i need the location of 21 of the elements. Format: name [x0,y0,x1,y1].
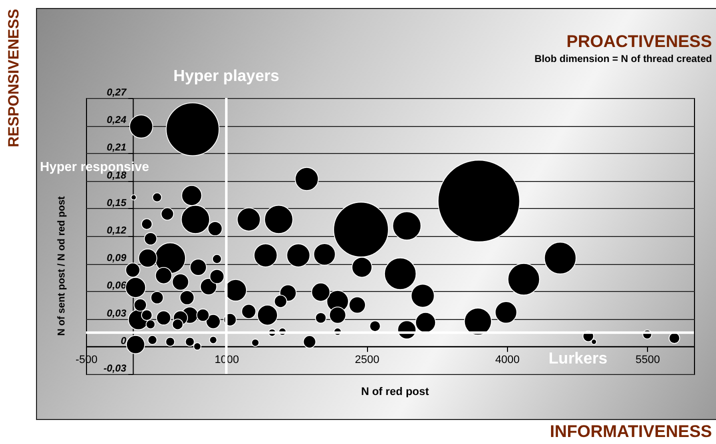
y-axis-title: N of sent post / N od red post [56,196,68,336]
y-tick-label: 0 [120,336,127,347]
y-tick-label: 0,21 [106,142,127,154]
y-tick-label: 0,27 [106,88,127,98]
y-tick-label: 0,09 [106,253,127,264]
x-axis-title: N of red post [361,386,429,398]
x-tick-label: 4000 [495,354,520,366]
y-tick-label: 0,24 [106,115,127,126]
text: INFORMATIVENESS [550,422,712,442]
x-tick-label: 2500 [354,354,380,366]
chart-title: PROACTIVENESS [566,32,712,52]
x-tick-label: 5500 [635,354,660,366]
y-tick-label: 0,12 [106,226,127,236]
chart-subtitle: Blob dimension = N of thread created [534,54,712,65]
ref-line-label: Lurkers [548,350,608,368]
ref-line-label: Hyper players [173,68,280,85]
y-tick-label: 0,03 [106,308,127,320]
y-tick-label: -0,03 [103,364,127,374]
y-tick-label: 0,06 [106,280,127,292]
text: RESPONSIVENESS [6,8,22,148]
y-tick-label: 0,15 [106,198,127,209]
